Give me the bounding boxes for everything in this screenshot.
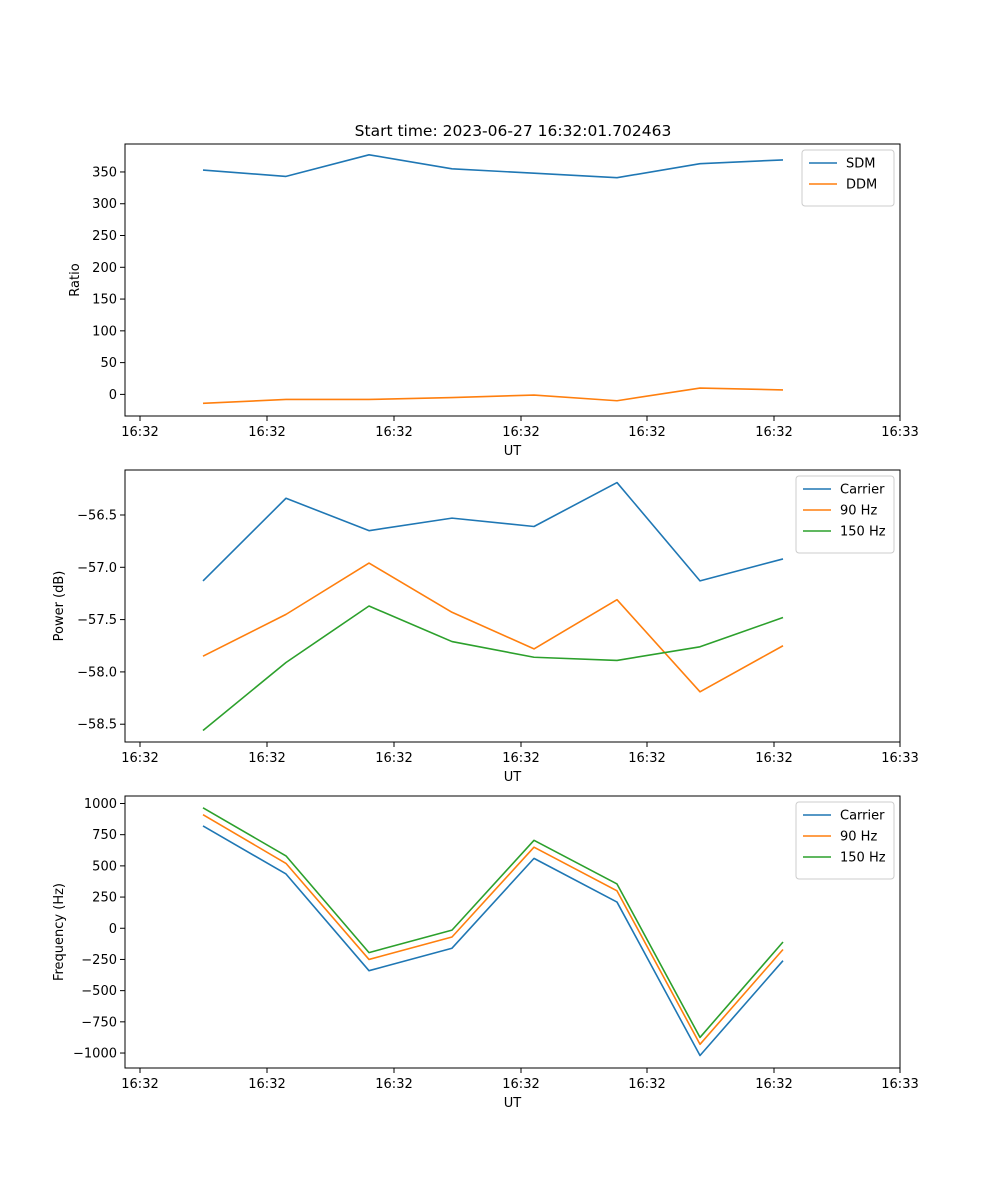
legend: Carrier 90 Hz 150 Hz	[795, 475, 895, 554]
legend-label: 90 Hz	[840, 504, 877, 519]
legend: Carrier 90 Hz 150 Hz	[795, 801, 895, 880]
series-line-150-hz	[202, 605, 784, 732]
subplot-1: 0 50 100 150 200 250 300 350 16:32 16:32 16:32 16:3…	[68, 143, 919, 459]
plot-frame	[124, 795, 901, 1069]
legend-label: Carrier	[840, 809, 885, 824]
y-tick-label: −250	[81, 953, 117, 968]
y-tick-label: −57.5	[77, 613, 117, 628]
legend-label: 150 Hz	[840, 851, 886, 866]
y-tick-label: 200	[92, 261, 117, 276]
figure-title: Start time: 2023-06-27 16:32:01.702463	[355, 122, 672, 140]
y-tick-label: 750	[92, 828, 117, 843]
x-tick-label: 16:32	[248, 425, 285, 440]
y-tick-label: 250	[92, 229, 117, 244]
series-line-ddm	[202, 387, 784, 405]
y-tick-label: −58.5	[77, 718, 117, 733]
plot-frame	[124, 143, 901, 417]
series-line-carrier	[202, 825, 784, 1057]
x-tick-label: 16:33	[881, 425, 918, 440]
y-axis-label: Frequency (Hz)	[52, 883, 67, 981]
y-tick-label: 250	[92, 891, 117, 906]
y-tick-label: −500	[81, 984, 117, 999]
series-line-90-hz	[202, 814, 784, 1046]
y-tick-label: 500	[92, 859, 117, 874]
x-tick-label: 16:32	[375, 1077, 412, 1092]
legend: SDM DDM	[801, 149, 895, 207]
y-tick-label: 150	[92, 293, 117, 308]
plot-frame	[124, 469, 901, 743]
x-axis-label: UT	[504, 444, 522, 459]
y-tick-label: 300	[92, 197, 117, 212]
legend-box	[801, 149, 895, 207]
x-axis-label: UT	[504, 770, 522, 785]
x-tick-label: 16:32	[502, 425, 539, 440]
y-axis-label: Ratio	[68, 263, 83, 296]
x-tick-label: 16:32	[755, 751, 792, 766]
y-axis-label: Power (dB)	[52, 571, 67, 642]
legend-label: SDM	[846, 157, 875, 172]
y-tick-label: 0	[109, 922, 117, 937]
series-line-150-hz	[202, 807, 784, 1039]
legend-label: Carrier	[840, 483, 885, 498]
series-line-90-hz	[202, 562, 784, 693]
x-tick-label: 16:32	[375, 751, 412, 766]
x-tick-label: 16:32	[248, 751, 285, 766]
y-tick-label: −1000	[73, 1047, 117, 1062]
x-tick-label: 16:32	[121, 425, 158, 440]
x-tick-label: 16:33	[881, 751, 918, 766]
legend-label: 90 Hz	[840, 830, 877, 845]
x-tick-label: 16:32	[248, 1077, 285, 1092]
legend-label: 150 Hz	[840, 525, 886, 540]
y-tick-label: 100	[92, 324, 117, 339]
x-tick-label: 16:32	[502, 751, 539, 766]
y-tick-label: −58.0	[77, 665, 117, 680]
x-tick-label: 16:32	[628, 425, 665, 440]
legend-box	[795, 475, 895, 554]
y-tick-label: 0	[109, 388, 117, 403]
legend-box	[795, 801, 895, 880]
x-tick-label: 16:32	[755, 425, 792, 440]
x-tick-label: 16:32	[375, 425, 412, 440]
x-tick-label: 16:32	[628, 751, 665, 766]
x-tick-label: 16:32	[121, 1077, 158, 1092]
legend-label: DDM	[846, 178, 877, 193]
x-axis-label: UT	[504, 1096, 522, 1111]
x-tick-label: 16:32	[628, 1077, 665, 1092]
y-tick-label: 1000	[84, 797, 117, 812]
x-tick-label: 16:33	[881, 1077, 918, 1092]
x-tick-label: 16:32	[502, 1077, 539, 1092]
series-line-carrier	[202, 481, 784, 582]
subplot-2: −58.5 −58.0 −57.5 −57.0 −56.5 16:32 16:32 16:32…	[52, 469, 919, 785]
x-tick-label: 16:32	[121, 751, 158, 766]
y-tick-label: −56.5	[77, 508, 117, 523]
y-tick-label: −750	[81, 1015, 117, 1030]
y-tick-label: 50	[100, 356, 117, 371]
y-tick-label: 350	[92, 165, 117, 180]
series-line-sdm	[202, 154, 784, 179]
subplot-3: −1000 −750 −500 −250 0 250 500 750 1000 16:32 16:3…	[52, 795, 919, 1111]
y-tick-label: −57.0	[77, 561, 117, 576]
x-tick-label: 16:32	[755, 1077, 792, 1092]
